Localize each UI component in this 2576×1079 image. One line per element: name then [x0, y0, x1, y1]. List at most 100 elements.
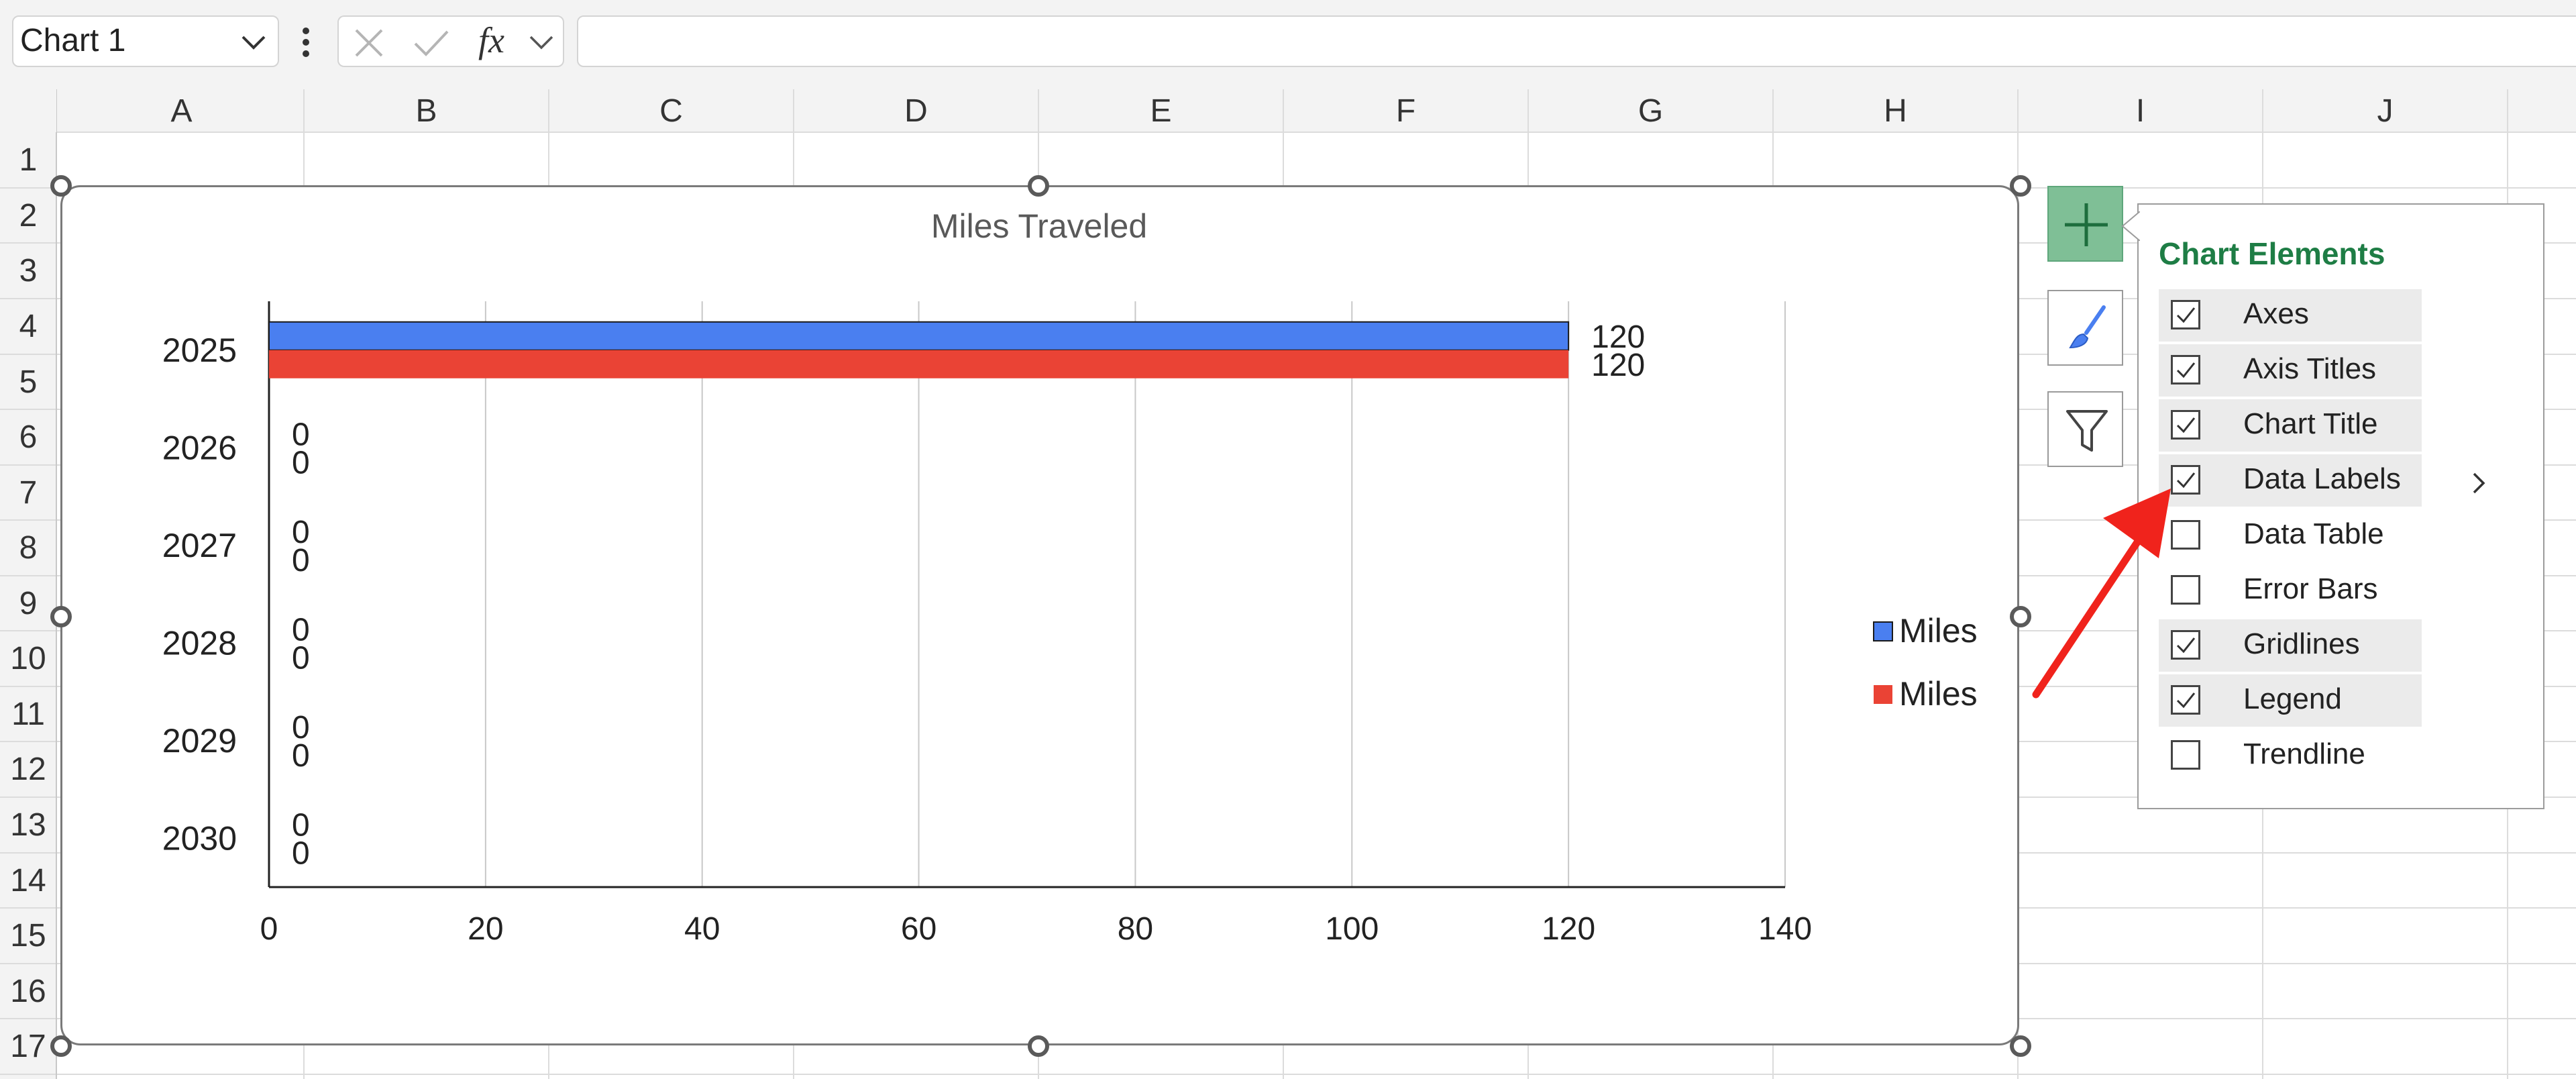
chart-title-checkbox[interactable] [2171, 410, 2200, 440]
x-tick-label: 0 [260, 911, 278, 947]
resize-handle-bottom[interactable] [1028, 1035, 1049, 1057]
chart-element-gridlines[interactable]: Gridlines [2159, 619, 2422, 672]
data-label: 0 [292, 640, 310, 676]
data-label: 0 [292, 710, 310, 746]
column-header-a[interactable]: A [170, 93, 193, 129]
row-header-14[interactable]: 14 [10, 862, 46, 898]
gridlines-checkbox[interactable] [2171, 630, 2200, 660]
column-header-i[interactable]: I [2135, 93, 2145, 129]
chart-element-axis-titles[interactable]: Axis Titles [2159, 344, 2422, 397]
row-header-12[interactable]: 12 [10, 752, 46, 787]
column-header-c[interactable]: C [659, 93, 683, 129]
category-label: 2028 [162, 624, 237, 662]
resize-handle-top-right[interactable] [2010, 175, 2031, 197]
chart-elements-panel: Chart Elements Axes Axis Titles Chart Ti… [2121, 203, 2544, 809]
column-header-e[interactable]: E [1150, 93, 1172, 129]
column-header-d[interactable]: D [904, 93, 928, 129]
legend-entry: Miles [1899, 612, 1978, 650]
resize-handle-left[interactable] [50, 606, 72, 627]
resize-handle-bottom-left[interactable] [50, 1035, 72, 1057]
data-label: 0 [292, 417, 310, 452]
column-header-h[interactable]: H [1884, 93, 1907, 129]
row-header-9[interactable]: 9 [19, 585, 38, 621]
chart-filters-button[interactable] [2047, 391, 2123, 467]
resize-handle-top[interactable] [1028, 175, 1049, 197]
formula-actions: fx [337, 15, 564, 67]
panel-pointer [2121, 211, 2140, 241]
data-label: 120 [1591, 348, 1645, 383]
row-header-6[interactable]: 6 [19, 419, 38, 455]
fx-icon[interactable]: fx [478, 20, 504, 60]
category-label: 2027 [162, 527, 237, 564]
x-tick-label: 120 [1542, 911, 1595, 947]
data-label: 0 [292, 738, 310, 774]
row-header-16[interactable]: 16 [10, 973, 46, 1009]
axes-label: Axes [2243, 297, 2309, 330]
chevron-down-icon[interactable] [239, 29, 268, 56]
legend-checkbox[interactable] [2171, 685, 2200, 715]
x-tick-label: 80 [1118, 911, 1153, 947]
trendline-checkbox[interactable] [2171, 740, 2200, 770]
resize-handle-bottom-right[interactable] [2010, 1035, 2031, 1057]
chart-element-chart-title[interactable]: Chart Title [2159, 399, 2422, 452]
legend-swatch [1874, 685, 1892, 704]
x-tick-label: 140 [1758, 911, 1812, 947]
data-table-checkbox[interactable] [2171, 520, 2200, 550]
row-header-8[interactable]: 8 [19, 530, 38, 566]
axis-titles-checkbox[interactable] [2171, 355, 2200, 384]
plus-icon [2065, 203, 2108, 246]
row-header-2[interactable]: 2 [19, 197, 38, 234]
data-label: 0 [292, 445, 310, 480]
data-label: 0 [292, 543, 310, 578]
chart-title-label: Chart Title [2243, 407, 2378, 440]
chart-element-data-table[interactable]: Data Table [2159, 509, 2422, 562]
funnel-icon [2066, 410, 2108, 452]
formula-input[interactable] [577, 15, 2576, 67]
resize-handle-right[interactable] [2010, 606, 2031, 627]
chart-elements-button[interactable] [2047, 186, 2123, 262]
gridlines-label: Gridlines [2243, 627, 2360, 660]
chart-element-axes[interactable]: Axes [2159, 289, 2422, 342]
select-all-corner[interactable] [0, 89, 56, 132]
chart-element-trendline[interactable]: Trendline [2159, 729, 2422, 782]
confirm-check-icon[interactable] [413, 26, 450, 60]
x-tick-label: 20 [468, 911, 503, 947]
row-header-4[interactable]: 4 [19, 309, 38, 344]
column-header-b[interactable]: B [415, 93, 437, 129]
trendline-label: Trendline [2243, 737, 2365, 770]
column-header-g[interactable]: G [1638, 93, 1664, 129]
category-label: 2026 [162, 429, 237, 466]
row-header-15[interactable]: 15 [10, 918, 46, 954]
chart-element-legend[interactable]: Legend [2159, 674, 2422, 727]
data-table-label: Data Table [2243, 517, 2384, 550]
column-header-f[interactable]: F [1395, 93, 1416, 129]
column-header-j[interactable]: J [2377, 93, 2394, 129]
cancel-x-icon[interactable] [352, 26, 386, 60]
chart-element-data-labels[interactable]: Data Labels [2159, 454, 2422, 507]
chart-element-error-bars[interactable]: Error Bars [2159, 564, 2422, 617]
row-header-13[interactable]: 13 [10, 807, 46, 843]
category-label: 2025 [162, 331, 237, 369]
chart-styles-button[interactable] [2047, 290, 2123, 366]
chevron-down-icon[interactable] [528, 33, 555, 53]
chevron-right-icon[interactable] [2469, 470, 2489, 497]
error-bars-checkbox[interactable] [2171, 575, 2200, 605]
data-labels-checkbox[interactable] [2171, 465, 2200, 495]
data-label: 0 [292, 807, 310, 843]
row-header-5[interactable]: 5 [19, 364, 38, 400]
row-header-10[interactable]: 10 [10, 641, 46, 676]
resize-handle-top-left[interactable] [50, 175, 72, 197]
more-vertical-icon[interactable] [301, 25, 311, 59]
paintbrush-icon [2069, 305, 2106, 349]
row-header-3[interactable]: 3 [19, 253, 38, 289]
chart-area[interactable]: Miles Traveled 0 20 40 60 80 100 120 140 2025 120… [60, 185, 2019, 1045]
name-box[interactable]: Chart 1 [12, 15, 279, 67]
name-box-value: Chart 1 [20, 23, 126, 58]
chart-title[interactable]: Miles Traveled [931, 207, 1147, 245]
row-header-11[interactable]: 11 [11, 696, 45, 732]
axes-checkbox[interactable] [2171, 300, 2200, 329]
row-header-17[interactable]: 17 [10, 1029, 46, 1064]
row-header-7[interactable]: 7 [19, 474, 38, 511]
row-header-1[interactable]: 1 [19, 142, 38, 178]
legend-entry: Miles [1899, 675, 1978, 713]
